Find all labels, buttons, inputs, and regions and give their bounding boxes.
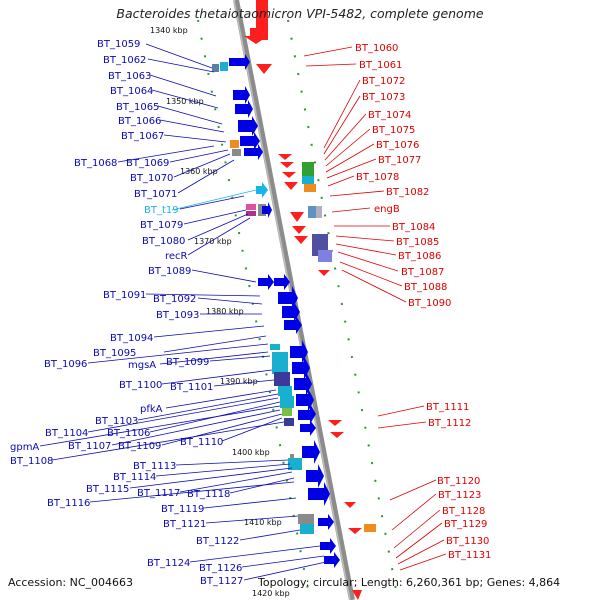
gene-label-right[interactable]: BT_1111 bbox=[426, 402, 469, 413]
gene-label-left[interactable]: BT_1100 bbox=[119, 380, 162, 391]
forward-genes bbox=[212, 54, 340, 568]
gene-label-left[interactable]: BT_1108 bbox=[10, 456, 53, 467]
gene-label-left[interactable]: BT_1106 bbox=[107, 428, 150, 439]
gene-label-left[interactable]: BT_1079 bbox=[140, 220, 183, 231]
gene-label-right[interactable]: BT_1084 bbox=[392, 222, 435, 233]
right-leaders bbox=[303, 46, 447, 571]
trna-leader bbox=[171, 189, 257, 211]
left-leaders bbox=[39, 43, 327, 581]
gene-label-right[interactable]: BT_1077 bbox=[378, 155, 421, 166]
gene-label-right[interactable]: BT_1078 bbox=[356, 172, 399, 183]
gene-label-left[interactable]: BT_1122 bbox=[196, 536, 239, 547]
gene-label-left[interactable]: BT_1064 bbox=[110, 86, 153, 97]
gene-label-left[interactable]: BT_1113 bbox=[133, 461, 176, 472]
gene-label-left[interactable]: BT_1093 bbox=[156, 310, 199, 321]
tick-label: 1400 kbp bbox=[232, 448, 270, 457]
gene-label-left[interactable]: BT_1069 bbox=[126, 158, 169, 169]
gene-label-right[interactable]: BT_1061 bbox=[359, 60, 402, 71]
reverse-track-guide bbox=[287, 19, 399, 600]
gene-label-left[interactable]: BT_1071 bbox=[134, 189, 177, 200]
gene-label-left[interactable]: BT_1115 bbox=[86, 484, 129, 495]
gene-label-left[interactable]: BT_1124 bbox=[147, 558, 190, 569]
gene-label-left[interactable]: pfkA bbox=[140, 404, 163, 415]
tick-label: 1340 kbp bbox=[150, 26, 188, 35]
tick-label: 1380 kbp bbox=[206, 307, 244, 316]
gene-label-right[interactable]: BT_1073 bbox=[362, 92, 405, 103]
gene-label-left[interactable]: BT_1095 bbox=[93, 348, 136, 359]
gene-label-right[interactable]: BT_1082 bbox=[386, 187, 429, 198]
gene-label-left[interactable]: BT_1062 bbox=[103, 55, 146, 66]
gene-label-left[interactable]: BT_1092 bbox=[153, 294, 196, 305]
gene-label-left[interactable]: BT_1063 bbox=[108, 71, 151, 82]
gene-label-left[interactable]: BT_1109 bbox=[118, 441, 161, 452]
map-title: Bacteroides thetaiotaomicron VPI-5482, c… bbox=[116, 6, 483, 21]
gene-label-left[interactable]: BT_1107 bbox=[68, 441, 111, 452]
gene-label-right[interactable]: BT_1088 bbox=[404, 282, 447, 293]
gene-label-left[interactable]: gpmA bbox=[10, 442, 39, 453]
trna-glyph bbox=[256, 182, 268, 198]
gene-label-left[interactable]: BT_1126 bbox=[199, 563, 242, 574]
gene-label-left[interactable]: BT_1080 bbox=[142, 236, 185, 247]
gene-label-left[interactable]: BT_1104 bbox=[45, 428, 88, 439]
gene-label-left[interactable]: BT_1101 bbox=[170, 382, 213, 393]
gene-label-right[interactable]: BT_1086 bbox=[398, 251, 441, 262]
gene-label-left[interactable]: BT_1103 bbox=[95, 416, 138, 427]
gene-label-left[interactable]: BT_1121 bbox=[163, 519, 206, 530]
gene-label-right[interactable]: BT_1075 bbox=[372, 125, 415, 136]
gene-label-left[interactable]: BT_1070 bbox=[130, 173, 173, 184]
gene-label-left[interactable]: recR bbox=[165, 251, 188, 262]
gene-label-left[interactable]: BT_1059 bbox=[97, 39, 140, 50]
gene-label-left[interactable]: BT_1094 bbox=[110, 333, 153, 344]
right-gene-labels: BT_1060 BT_1061 BT_1072 BT_1073 BT_1074 … bbox=[355, 43, 491, 561]
gene-label-left[interactable]: mgsA bbox=[128, 360, 156, 371]
gene-label-left[interactable]: BT_1065 bbox=[116, 102, 159, 113]
tick-label: 1390 kbp bbox=[220, 377, 258, 386]
gene-label-left[interactable]: BT_1099 bbox=[166, 357, 209, 368]
gene-label-left[interactable]: BT_1116 bbox=[47, 498, 90, 509]
gene-label-right[interactable]: BT_1128 bbox=[442, 506, 485, 517]
gene-label-left[interactable]: BT_1067 bbox=[121, 131, 164, 142]
gene-label-left[interactable]: BT_1110 bbox=[180, 437, 223, 448]
gene-label-right[interactable]: BT_1112 bbox=[428, 418, 471, 429]
gene-label-right[interactable]: BT_1076 bbox=[376, 140, 419, 151]
tick-label: 1420 kbp bbox=[252, 589, 290, 598]
gene-label-right[interactable]: BT_1060 bbox=[355, 43, 398, 54]
coordinate-ticks: 1340 kbp 1350 kbp 1360 kbp 1370 kbp 1380… bbox=[146, 25, 290, 598]
left-gene-labels: BT_1059 BT_1062 BT_1063 BT_1064 BT_1065 … bbox=[10, 39, 243, 587]
reverse-genes bbox=[244, 0, 376, 600]
tick-label: 1350 kbp bbox=[166, 97, 204, 106]
tick-label: 1410 kbp bbox=[244, 518, 282, 527]
gene-label-right[interactable]: BT_1072 bbox=[362, 76, 405, 87]
gene-label-left[interactable]: BT_1066 bbox=[118, 116, 161, 127]
gene-label-left[interactable]: BT_1114 bbox=[113, 472, 156, 483]
gene-label-right[interactable]: BT_1085 bbox=[396, 237, 439, 248]
gene-label-left[interactable]: BT_1091 bbox=[103, 290, 146, 301]
gene-label-right[interactable]: BT_1120 bbox=[437, 476, 480, 487]
gene-label-right[interactable]: BT_1087 bbox=[401, 267, 444, 278]
gene-label-right[interactable]: engB bbox=[374, 204, 400, 215]
trna-label[interactable]: BT_t19 bbox=[144, 205, 179, 216]
gene-label-right[interactable]: BT_1074 bbox=[368, 110, 411, 121]
gene-label-left[interactable]: BT_1117 bbox=[137, 488, 180, 499]
tick-label: 1370 kbp bbox=[194, 237, 232, 246]
genome-summary-text: Topology: circular; Length: 6,260,361 bp… bbox=[257, 576, 560, 589]
gene-label-right[interactable]: BT_1123 bbox=[438, 490, 481, 501]
gene-label-right[interactable]: BT_1130 bbox=[446, 536, 489, 547]
gene-label-left[interactable]: BT_1127 bbox=[200, 576, 243, 587]
gene-label-left[interactable]: BT_1119 bbox=[161, 504, 204, 515]
gene-label-right[interactable]: BT_1131 bbox=[448, 550, 491, 561]
gene-label-left[interactable]: BT_1096 bbox=[44, 359, 87, 370]
tick-label: 1360 kbp bbox=[180, 167, 218, 176]
gene-label-left[interactable]: BT_1089 bbox=[148, 266, 191, 277]
gene-label-right[interactable]: BT_1090 bbox=[408, 298, 451, 309]
gene-label-left[interactable]: BT_1068 bbox=[74, 158, 117, 169]
accession-text: Accession: NC_004663 bbox=[8, 576, 133, 589]
gene-label-left[interactable]: BT_1118 bbox=[187, 489, 230, 500]
gene-label-right[interactable]: BT_1129 bbox=[444, 519, 487, 530]
